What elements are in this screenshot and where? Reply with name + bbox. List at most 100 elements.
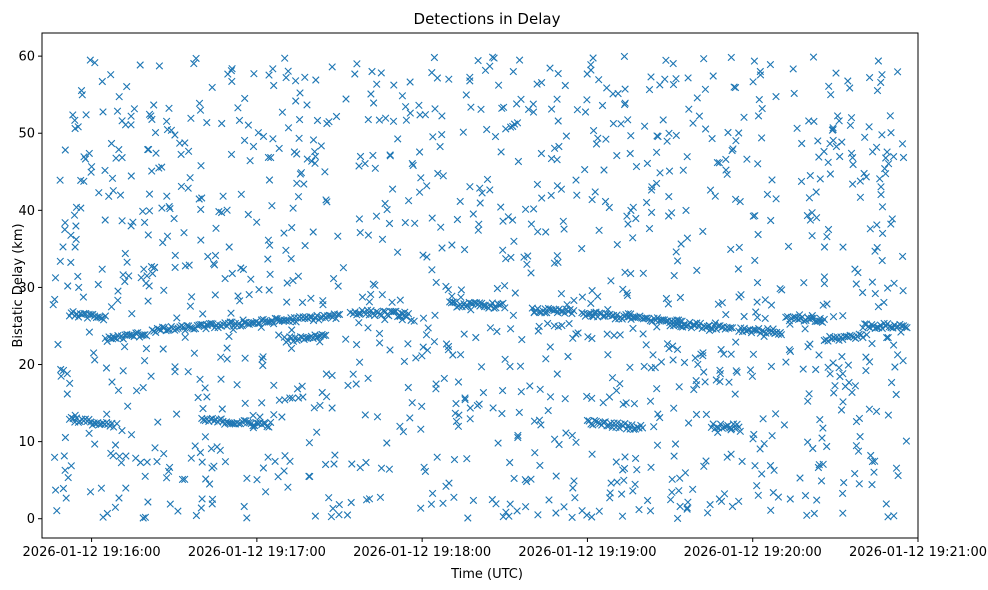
detection-point — [638, 314, 646, 322]
detection-point — [631, 454, 640, 463]
detection-point — [514, 433, 522, 442]
detection-point — [626, 149, 634, 158]
detection-point — [102, 364, 111, 372]
detection-point — [570, 477, 578, 485]
detection-point — [438, 244, 446, 252]
detection-point — [240, 416, 248, 425]
detection-point — [118, 153, 126, 162]
detection-point — [114, 287, 122, 295]
detection-point — [683, 234, 692, 242]
detection-point — [177, 182, 186, 191]
detection-point — [388, 185, 397, 193]
detection-point — [617, 120, 625, 128]
detection-point — [767, 301, 776, 309]
detection-point — [373, 413, 382, 421]
detection-point — [54, 340, 62, 349]
detection-point — [735, 243, 743, 252]
detection-point — [868, 480, 876, 489]
detection-point — [829, 359, 837, 367]
detection-point — [685, 105, 693, 113]
detection-point — [514, 157, 523, 166]
detection-point — [398, 316, 406, 324]
detection-point — [728, 146, 736, 155]
detection-point — [101, 166, 109, 175]
detection-point — [223, 344, 231, 352]
detection-point — [70, 211, 79, 219]
detection-point — [282, 73, 290, 82]
detection-point — [166, 204, 174, 213]
detection-point — [595, 507, 603, 515]
detection-point — [59, 243, 67, 251]
detection-point — [258, 399, 266, 407]
detection-point — [603, 422, 611, 430]
detection-point — [846, 84, 854, 92]
detection-point — [428, 214, 436, 222]
detection-point — [537, 149, 546, 158]
detection-point — [823, 233, 831, 241]
detection-point — [552, 472, 560, 480]
detection-point — [246, 157, 254, 165]
detection-point — [815, 461, 823, 469]
detection-point — [322, 393, 331, 401]
detection-point — [210, 462, 218, 470]
detection-point — [506, 458, 514, 467]
detection-point — [101, 216, 109, 224]
detection-point — [820, 147, 828, 156]
detection-point — [670, 404, 678, 412]
detection-point — [755, 324, 763, 333]
detection-point — [591, 188, 599, 196]
detection-point — [669, 356, 677, 364]
detection-point — [882, 500, 890, 508]
detection-point — [322, 196, 330, 204]
detection-point — [673, 257, 682, 265]
detection-point — [420, 463, 428, 471]
detection-point — [664, 212, 673, 220]
detection-point — [264, 236, 273, 244]
detection-point — [638, 424, 647, 432]
detection-point — [613, 478, 621, 486]
detection-point — [430, 53, 439, 62]
detection-point — [127, 121, 135, 129]
detection-point — [369, 99, 378, 107]
detection-point — [177, 150, 185, 159]
detection-point — [672, 248, 680, 256]
detection-point — [320, 331, 328, 340]
detection-point — [61, 219, 69, 227]
detection-point — [672, 75, 680, 83]
detection-point — [589, 54, 597, 62]
detection-point — [448, 292, 456, 300]
detection-point — [730, 83, 738, 91]
detection-point — [693, 94, 701, 102]
detection-point — [328, 63, 336, 71]
detection-point — [738, 457, 746, 466]
detection-point — [820, 279, 829, 288]
detection-point — [322, 331, 330, 339]
detection-point — [72, 235, 80, 244]
detection-point — [509, 67, 517, 76]
detection-point — [180, 229, 188, 237]
detection-point — [145, 190, 154, 198]
detection-point — [772, 195, 780, 203]
detection-point — [884, 160, 893, 168]
detection-point — [692, 381, 701, 389]
detection-point — [107, 71, 115, 79]
detection-point — [744, 326, 752, 334]
detection-point — [546, 393, 555, 401]
detection-point — [415, 188, 424, 196]
detection-point — [310, 404, 318, 412]
detection-point — [614, 89, 622, 98]
detection-point — [109, 187, 117, 195]
detection-point — [419, 251, 427, 259]
detection-point — [527, 269, 535, 277]
detection-point — [467, 103, 475, 111]
detection-point — [767, 362, 776, 371]
detection-point — [75, 283, 83, 292]
detection-point — [489, 404, 497, 412]
detection-point — [599, 399, 607, 407]
detection-point — [613, 240, 621, 249]
detection-point — [329, 274, 338, 283]
detection-point — [603, 330, 611, 338]
detection-point — [878, 256, 886, 265]
detection-point — [184, 184, 192, 192]
detection-point — [127, 172, 135, 180]
